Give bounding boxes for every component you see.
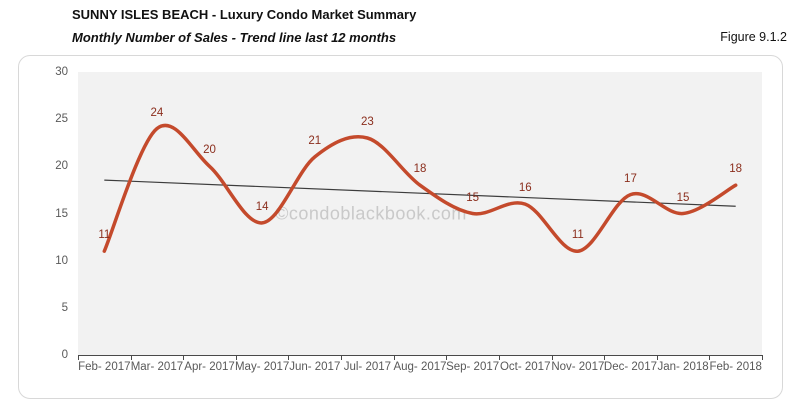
watermark: ©condoblackbook.com	[275, 203, 467, 224]
data-label: 11	[98, 229, 111, 242]
x-axis-tick	[656, 355, 658, 360]
data-label: 23	[360, 116, 374, 129]
x-tick-label: Jan- 2018	[657, 361, 709, 373]
x-tick-label: Mar- 2017	[130, 361, 184, 373]
figure-number-label: Figure 9.1.2	[720, 30, 787, 44]
x-tick-label: Sep- 2017	[446, 361, 500, 373]
y-tick-label: 10	[55, 254, 68, 267]
trend-line	[104, 179, 736, 207]
x-axis-tick	[446, 355, 448, 360]
x-tick-label: May- 2017	[234, 361, 290, 373]
x-axis-tick	[288, 355, 290, 360]
x-axis-tick	[551, 355, 553, 360]
data-label: 15	[466, 191, 480, 204]
x-tick-label: Nov- 2017	[551, 361, 605, 373]
data-label: 14	[255, 200, 269, 213]
plot-area	[78, 72, 762, 355]
chart-subtitle: Monthly Number of Sales - Trend line las…	[72, 30, 397, 45]
data-label: 24	[150, 106, 164, 119]
data-label: 11	[571, 229, 584, 242]
data-label: 21	[308, 134, 322, 147]
x-axis-tick	[183, 355, 185, 360]
x-axis-line	[78, 355, 763, 356]
y-tick-label: 25	[55, 113, 68, 126]
x-tick-label: Dec- 2017	[603, 361, 657, 373]
x-axis-tick	[341, 355, 343, 360]
x-tick-label: Aug- 2017	[393, 361, 447, 373]
data-label: 15	[676, 191, 690, 204]
data-label: 17	[624, 172, 637, 185]
y-tick-label: 30	[55, 66, 68, 78]
x-tick-label: Jul- 2017	[343, 361, 392, 373]
x-axis-tick	[235, 355, 237, 360]
x-axis-tick	[78, 355, 79, 360]
data-label: 18	[729, 163, 743, 176]
chart-title: SUNNY ISLES BEACH - Luxury Condo Market …	[72, 7, 417, 22]
data-label: 20	[203, 144, 216, 157]
x-axis-tick	[604, 355, 606, 360]
sales-line	[102, 123, 738, 253]
sales-trend-chart	[102, 123, 738, 253]
x-axis-tick	[130, 355, 132, 360]
x-tick-label: Feb- 2018	[709, 361, 762, 373]
x-tick-label: Jun- 2017	[289, 361, 341, 373]
x-axis-tick	[498, 355, 500, 360]
x-tick-label: Apr- 2017	[184, 361, 235, 373]
x-axis-tick	[393, 355, 395, 360]
y-tick-label: 0	[61, 349, 68, 361]
y-tick-label: 20	[55, 160, 68, 173]
y-tick-label: 15	[55, 207, 68, 220]
data-label: 18	[413, 163, 427, 176]
data-label: 16	[518, 182, 532, 195]
x-tick-label: Feb- 2017	[78, 361, 131, 373]
x-axis-tick	[762, 355, 763, 360]
x-axis-tick	[709, 355, 711, 360]
y-tick-label: 5	[61, 301, 68, 314]
x-tick-label: Oct- 2017	[499, 361, 551, 373]
